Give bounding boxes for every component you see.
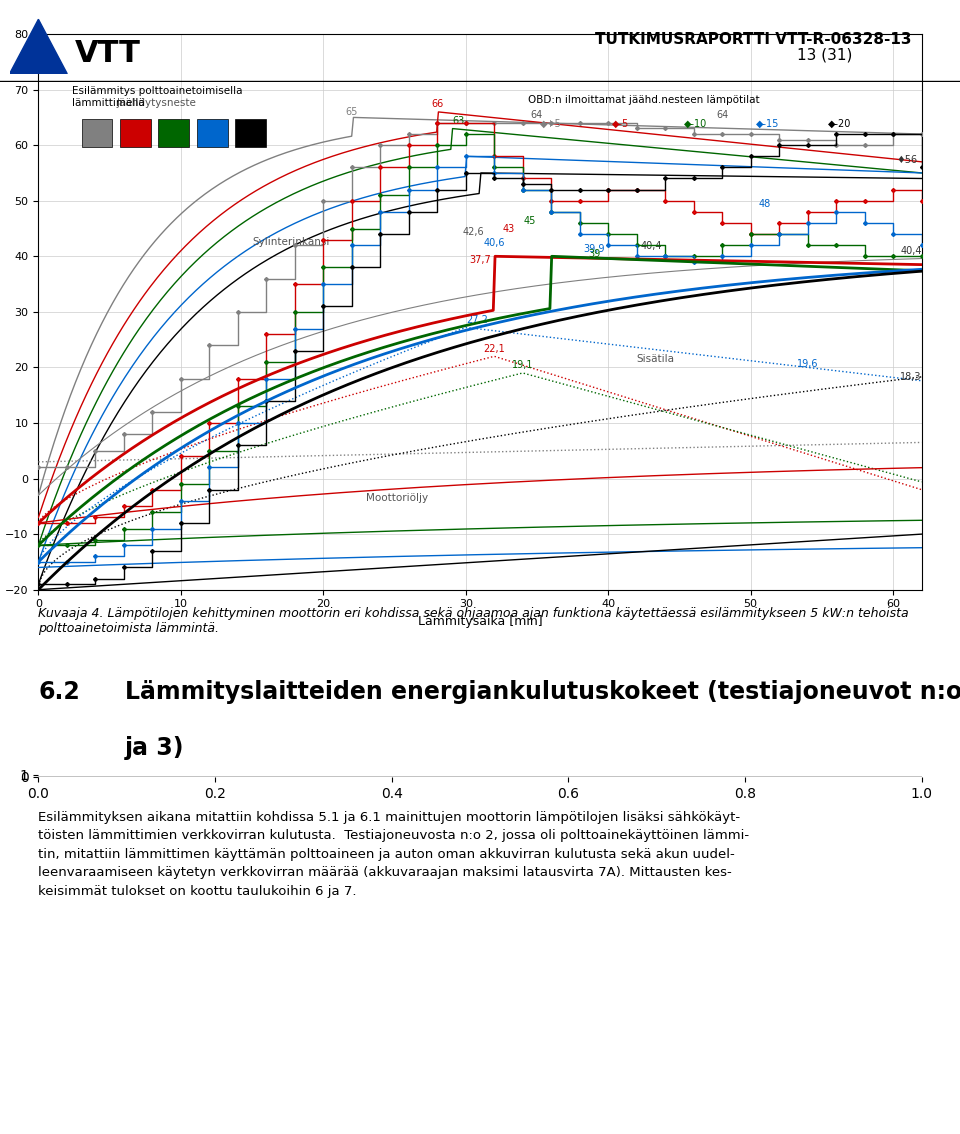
Text: 65: 65 (346, 108, 358, 117)
Text: 42,6: 42,6 (462, 227, 484, 237)
Text: 40,4: 40,4 (640, 240, 661, 251)
Text: 19,1: 19,1 (512, 361, 534, 370)
Text: -5: -5 (131, 130, 140, 139)
Text: ◆+5: ◆+5 (540, 119, 562, 128)
Text: 19,6: 19,6 (797, 359, 818, 369)
Text: Sylinterinkansi: Sylinterinkansi (252, 237, 329, 247)
Text: Jäähdytysneste: Jäähdytysneste (117, 99, 197, 108)
Text: 6.2: 6.2 (38, 680, 80, 704)
Text: ♦56: ♦56 (897, 154, 918, 164)
Text: ◆-10: ◆-10 (684, 119, 707, 128)
Text: +5: +5 (90, 130, 104, 139)
Text: 40,6: 40,6 (484, 238, 505, 248)
Text: ◆-5: ◆-5 (612, 119, 629, 128)
Text: 64: 64 (716, 110, 729, 120)
Text: 45: 45 (523, 215, 536, 226)
Text: -15: -15 (204, 130, 220, 139)
Text: 66: 66 (431, 99, 444, 109)
Text: OBD:n ilmoittamat jäähd.nesteen lämpötilat: OBD:n ilmoittamat jäähd.nesteen lämpötil… (528, 95, 759, 105)
Text: ◆-15: ◆-15 (756, 119, 779, 128)
Text: Sisätila: Sisätila (636, 354, 675, 364)
Text: 22,1: 22,1 (484, 344, 505, 354)
Text: Lämmityslaitteiden energiankulutuskokeet (testiajoneuvot n:o 1, 2

ja 3): Lämmityslaitteiden energiankulutuskokeet… (125, 680, 960, 760)
Text: 13 (31): 13 (31) (797, 48, 852, 62)
Text: 40,4: 40,4 (900, 246, 922, 256)
Text: 64: 64 (531, 110, 543, 120)
Text: 48: 48 (758, 200, 771, 209)
Text: 27,2: 27,2 (466, 314, 488, 324)
X-axis label: Lämmitysaika [min]: Lämmitysaika [min] (418, 615, 542, 628)
Text: Esilämmitys polttoainetoimisella
lämmittimellä: Esilämmitys polttoainetoimisella lämmitt… (72, 86, 243, 108)
Text: VTT: VTT (74, 39, 140, 68)
Text: Kuvaaja 4. Lämpötilojen kehittyminen moottorin eri kohdissa sekä ohjaamoa ajan f: Kuvaaja 4. Lämpötilojen kehittyminen moo… (38, 607, 909, 635)
Text: 39,9: 39,9 (584, 244, 605, 254)
Text: TUTKIMUSRAPORTTI VTT-R-06328-13: TUTKIMUSRAPORTTI VTT-R-06328-13 (595, 32, 912, 46)
Text: 63: 63 (452, 116, 465, 126)
Text: -10: -10 (166, 130, 181, 139)
Text: 43: 43 (502, 225, 515, 234)
Text: ◆-20: ◆-20 (828, 119, 851, 128)
Text: 18,3: 18,3 (900, 372, 922, 382)
Polygon shape (10, 19, 67, 74)
Text: -20: -20 (243, 130, 258, 139)
Text: Moottoriöljy: Moottoriöljy (366, 493, 428, 502)
Text: Esilämmityksen aikana mitattiin kohdissa 5.1 ja 6.1 mainittujen moottorin lämpöt: Esilämmityksen aikana mitattiin kohdissa… (38, 811, 750, 898)
Text: 39: 39 (588, 249, 600, 259)
Text: 37,7: 37,7 (469, 255, 491, 264)
